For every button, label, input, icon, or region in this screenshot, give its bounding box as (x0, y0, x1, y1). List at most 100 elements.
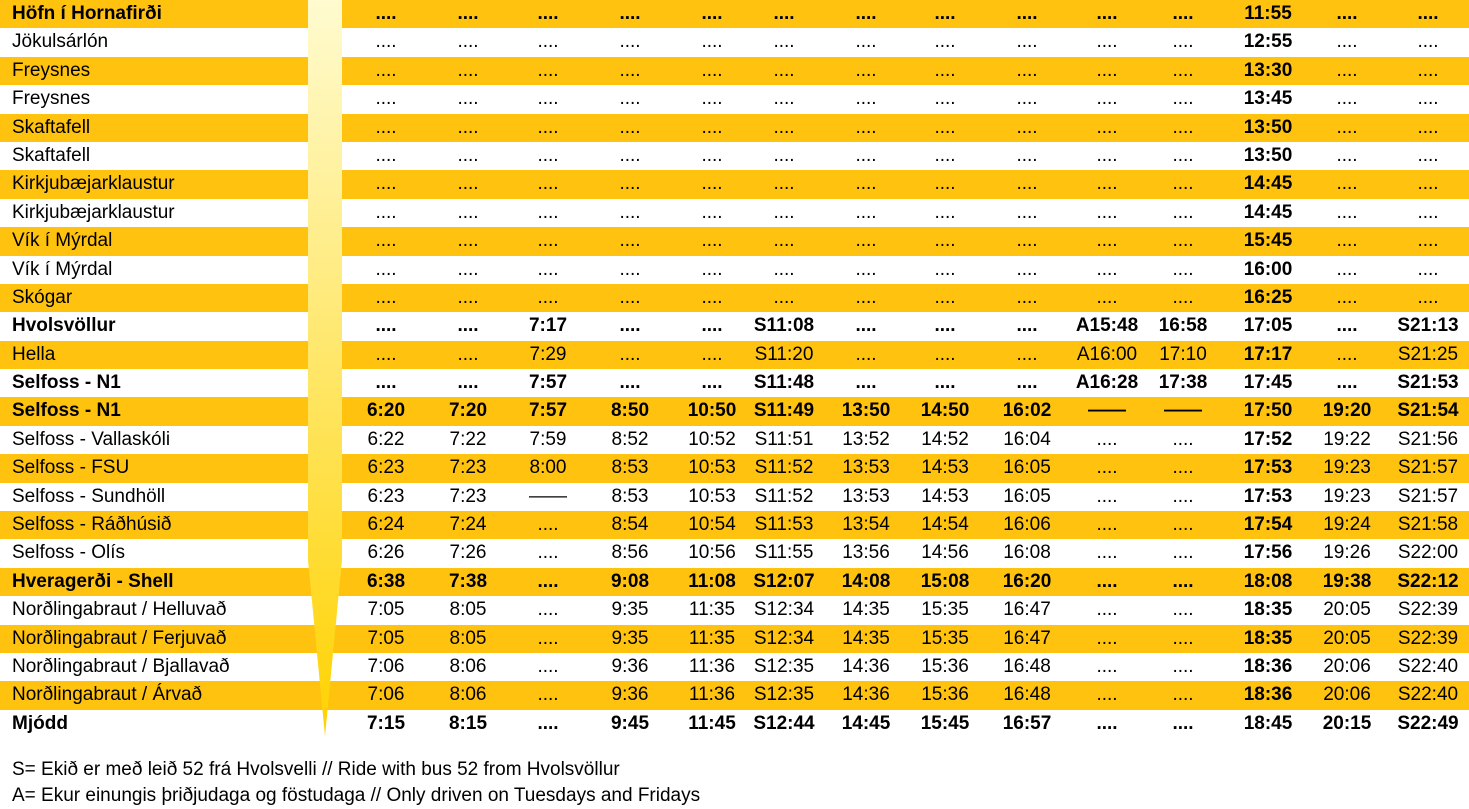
time-cell: .... (1172, 201, 1194, 223)
time-cell: .... (1096, 3, 1118, 24)
time-cell: .... (619, 31, 641, 53)
time-cell: S22:00 (1397, 542, 1459, 564)
time-cell: .... (537, 542, 559, 564)
time-cell: .... (537, 230, 559, 252)
stop-name: Selfoss - N1 (12, 372, 121, 394)
time-cell: .... (457, 315, 479, 337)
time-cell: .... (1016, 372, 1038, 394)
time-cell: 17:10 (1159, 343, 1207, 365)
time-cell: 11:36 (688, 655, 736, 677)
time-cell: 7:15 (366, 712, 406, 734)
time-cell: S11:52 (754, 485, 814, 507)
time-cell: 19:20 (1322, 400, 1372, 422)
stop-name: Norðlingabraut / Helluvað (12, 599, 227, 621)
stop-name: Selfoss - Sundhöll (12, 485, 166, 507)
time-cell: —— (1164, 400, 1202, 422)
time-cell: .... (855, 31, 877, 53)
time-cell: 15:35 (921, 599, 969, 621)
time-cell: S21:53 (1397, 372, 1459, 394)
time-cell: 13:45 (1243, 88, 1293, 110)
time-cell: .... (701, 201, 723, 223)
time-cell: .... (1016, 88, 1038, 110)
stop-name: Selfoss - N1 (12, 400, 121, 422)
time-cell: 13:50 (841, 400, 891, 422)
time-cell: 17:05 (1243, 315, 1293, 337)
time-cell: .... (701, 3, 723, 24)
time-cell: .... (773, 3, 795, 24)
time-cell: S22:39 (1397, 599, 1459, 621)
table-row: Hvolsvöllur........ 7:17........ S11:08...… (0, 312, 1469, 340)
table-row: Norðlingabraut / Bjallavað 7:06 8:06.... 9:… (0, 653, 1469, 681)
time-cell: .... (773, 59, 795, 81)
time-cell: .... (457, 258, 479, 280)
time-cell: .... (1096, 485, 1118, 507)
time-cell: 8:54 (611, 514, 649, 536)
time-cell: .... (1096, 457, 1118, 479)
time-cell: 17:56 (1243, 542, 1293, 564)
time-cell: .... (1417, 3, 1439, 24)
footnote-s: S= Ekið er með leið 52 frá Hvolsvelli //… (12, 759, 620, 780)
time-cell: .... (1172, 116, 1194, 138)
time-cell: 11:45 (688, 712, 736, 734)
time-cell: 13:56 (842, 542, 890, 564)
time-cell: 16:47 (1003, 599, 1051, 621)
stop-name: Kirkjubæjarklaustur (12, 201, 175, 223)
time-cell: 7:17 (528, 315, 568, 337)
time-cell: .... (1172, 88, 1194, 110)
time-cell: 18:36 (1243, 655, 1293, 677)
time-cell: .... (619, 3, 641, 24)
table-row: Freysnes................................… (0, 56, 1469, 86)
time-cell: 20:06 (1323, 655, 1371, 677)
time-cell: .... (375, 201, 397, 223)
time-cell: 14:52 (921, 428, 969, 450)
time-cell: .... (1016, 343, 1038, 365)
time-cell: .... (1016, 230, 1038, 252)
stop-name: Norðlingabraut / Árvað (12, 684, 203, 706)
time-cell: 9:35 (611, 627, 649, 649)
time-cell: 16:06 (1003, 514, 1051, 536)
time-cell: .... (1417, 258, 1439, 280)
time-cell: .... (1172, 31, 1194, 53)
time-cell: .... (701, 173, 723, 195)
table-row: Kirkjubæjarklaustur.....................… (0, 199, 1469, 227)
time-cell: 14:36 (842, 655, 890, 677)
time-cell: 13:30 (1243, 59, 1293, 81)
time-cell: .... (537, 59, 559, 81)
time-cell: .... (1096, 201, 1118, 223)
stop-name: Freysnes (12, 59, 91, 81)
time-cell: .... (537, 173, 559, 195)
stop-name: Selfoss - FSU (12, 457, 130, 479)
time-cell: 16:57 (1002, 712, 1052, 734)
time-cell: 17:17 (1243, 343, 1293, 365)
time-cell: S22:12 (1397, 570, 1459, 592)
time-cell: .... (1172, 258, 1194, 280)
time-cell: A16:00 (1076, 343, 1138, 365)
time-cell: 7:29 (529, 343, 567, 365)
time-cell: .... (375, 144, 397, 166)
time-cell: .... (934, 144, 956, 166)
time-cell: S11:51 (754, 428, 814, 450)
time-cell: .... (457, 201, 479, 223)
time-cell: .... (1336, 173, 1358, 195)
time-cell: 15:45 (1243, 230, 1293, 252)
time-cell: 16:48 (1003, 684, 1051, 706)
time-cell: .... (619, 372, 641, 394)
time-cell: .... (537, 116, 559, 138)
time-cell: .... (457, 343, 479, 365)
time-cell: 8:00 (529, 457, 567, 479)
time-cell: .... (375, 258, 397, 280)
time-cell: .... (701, 230, 723, 252)
time-cell: 6:23 (367, 457, 405, 479)
time-cell: 8:56 (611, 542, 649, 564)
stop-name: Skaftafell (12, 116, 91, 138)
time-cell: 9:45 (610, 712, 650, 734)
time-cell: S12:44 (753, 712, 815, 734)
time-cell: .... (701, 144, 723, 166)
time-cell: .... (1096, 286, 1118, 308)
time-cell: S22:40 (1397, 684, 1459, 706)
time-cell: .... (619, 230, 641, 252)
time-cell: .... (1096, 59, 1118, 81)
time-cell: .... (457, 286, 479, 308)
time-cell: 10:50 (687, 400, 737, 422)
time-cell: .... (855, 286, 877, 308)
